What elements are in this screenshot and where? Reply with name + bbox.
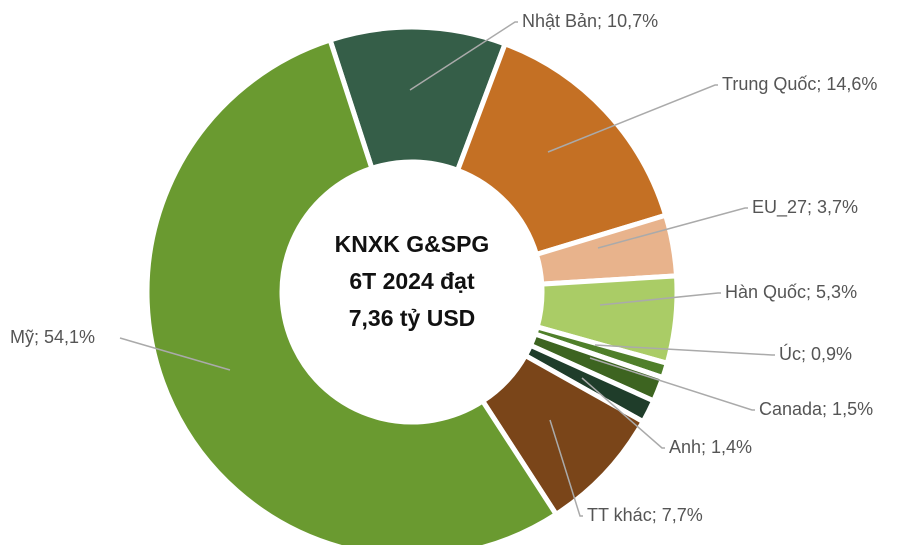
data-label: Úc; 0,9% — [779, 343, 852, 364]
donut-slice — [454, 40, 669, 258]
center-text: 6T 2024 đạt — [349, 268, 475, 294]
data-label: TT khác; 7,7% — [587, 505, 703, 525]
data-label: Hàn Quốc; 5,3% — [725, 282, 857, 302]
leader-line — [599, 292, 721, 306]
center-text: 7,36 tỷ USD — [349, 305, 476, 331]
leader-line — [589, 357, 755, 411]
data-label: EU_27; 3,7% — [752, 197, 858, 218]
leader-line — [119, 337, 231, 371]
donut-slice — [144, 36, 560, 550]
leader-line — [581, 377, 665, 449]
data-label: Mỹ; 54,1% — [10, 327, 95, 347]
data-label: Nhật Bản; 10,7% — [522, 11, 658, 31]
center-text: KNXK G&SPG — [335, 231, 490, 257]
data-label: Trung Quốc; 14,6% — [722, 74, 877, 94]
leader-line — [549, 419, 583, 517]
leader-line — [547, 84, 718, 153]
leader-line — [409, 21, 518, 91]
leader-line — [594, 344, 775, 356]
leader-line — [597, 207, 748, 249]
data-label: Anh; 1,4% — [669, 437, 752, 457]
data-label: Canada; 1,5% — [759, 399, 873, 419]
